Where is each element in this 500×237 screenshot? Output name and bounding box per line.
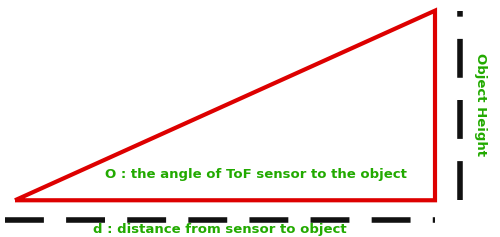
Text: d : distance from sensor to object: d : distance from sensor to object bbox=[93, 223, 347, 236]
Text: Object Height: Object Height bbox=[474, 53, 486, 156]
Text: O : the angle of ToF sensor to the object: O : the angle of ToF sensor to the objec… bbox=[105, 168, 407, 181]
